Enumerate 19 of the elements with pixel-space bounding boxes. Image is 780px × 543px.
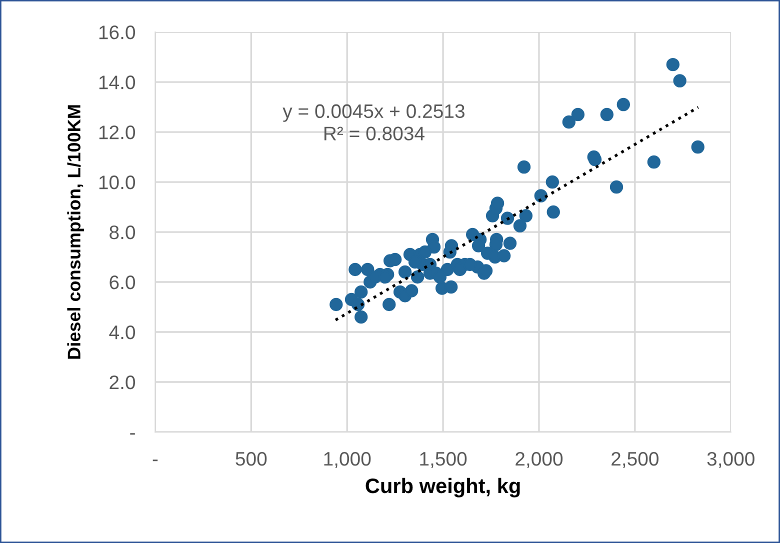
annotation: y = 0.0045x + 0.2513 R² = 0.8034 (282, 104, 464, 140)
y-tick-label: 2.0 (110, 375, 136, 390)
x-tick-label: 2,000 (516, 452, 563, 468)
x-tick-label: 3,000 (707, 452, 754, 468)
x-tick-label: 2,500 (612, 452, 658, 468)
y-tick-label: 14.0 (99, 76, 136, 90)
y-axis-title: Diesel consumption, L/100KM (67, 105, 84, 359)
y-tick-label: 4.0 (109, 325, 136, 340)
x-tick-label: 1,500 (420, 452, 467, 468)
x-tick-label: - (152, 460, 158, 462)
y-tick-label: 6.0 (110, 275, 136, 290)
y-tick-label: 8.0 (110, 225, 136, 240)
y-tick-label: - (130, 433, 135, 435)
y-tick-label: 16.0 (99, 26, 136, 40)
x-tick-label: 1,000 (324, 452, 371, 468)
x-axis-title: Curb weight, kg (366, 478, 520, 498)
y-tick-label: 12.0 (99, 126, 136, 140)
x-tick-label: 500 (236, 452, 267, 466)
y-tick-label: 10.0 (99, 175, 136, 190)
